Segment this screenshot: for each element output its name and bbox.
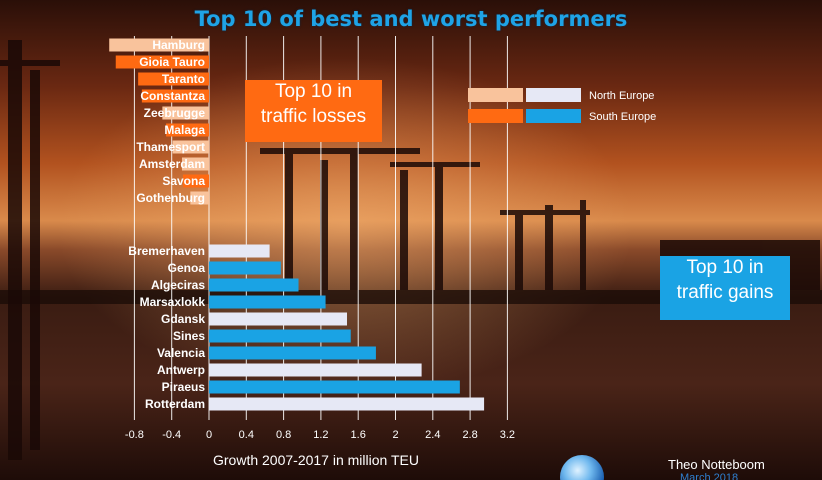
legend-label: North Europe [589,90,654,102]
x-tick-label: 0.4 [239,429,254,441]
legend-label: South Europe [589,111,656,123]
author-date: March 2018 [680,472,739,480]
x-tick-label: 2.8 [462,429,477,441]
loss-bar [138,72,209,86]
gain-bar [209,278,299,292]
port-label: Zeebrugge [144,106,206,120]
port-label: Marsaxlokk [140,295,206,309]
port-label: Savona [162,174,205,188]
loss-bar [162,106,209,120]
legend-swatch-gain [526,88,581,102]
callout-traffic-gains: Top 10 in traffic gains [660,256,790,320]
loss-bar [190,191,209,205]
gain-bar [209,244,270,258]
legend-swatch-loss [468,88,523,102]
gain-bar [209,380,460,394]
callout-gains-line-1: Top 10 in [686,257,764,278]
loss-bar [115,55,209,69]
callout-losses-line-1: Top 10 in [274,81,353,102]
x-tick-label: 3.2 [500,429,515,441]
gain-bar [209,363,422,377]
port-label: Amsterdam [139,157,205,171]
loss-bar [166,123,209,137]
port-label: Hamburg [152,38,205,52]
port-label: Valencia [157,346,205,360]
x-tick-label: -0.8 [125,429,144,441]
port-label: Sines [173,329,205,343]
x-tick-label: 1.6 [351,429,366,441]
callout-traffic-losses: Top 10 in traffic losses [245,80,382,142]
gain-bar [209,346,376,360]
port-label: Gothenburg [136,191,205,205]
port-label: Genoa [168,261,206,275]
port-label: Thamesport [136,140,205,154]
x-axis-label: Growth 2007-2017 in million TEU [213,452,419,468]
x-tick-label: 1.2 [313,429,328,441]
x-tick-label: 2.4 [425,429,440,441]
x-tick-label: 0 [206,429,212,441]
port-label: Rotterdam [145,397,205,411]
port-label: Taranto [162,72,205,86]
x-tick-label: 2 [392,429,398,441]
x-tick-label: 0.8 [276,429,291,441]
port-label: Constantza [140,89,205,103]
port-label: Gioia Tauro [139,55,205,69]
loss-bar [172,140,209,154]
x-tick-label: -0.4 [162,429,181,441]
gain-bar [209,261,281,275]
gain-bar [209,329,351,343]
callout-gains-line-2: traffic gains [676,281,774,303]
loss-bar [182,174,209,188]
legend-swatch-gain [526,109,581,123]
chart-title: Top 10 of best and worst performers [194,7,628,31]
port-label: Piraeus [162,380,206,394]
port-label: Gdansk [161,312,205,326]
loss-bar [181,157,209,171]
port-label: Antwerp [157,363,205,377]
legend-swatch-loss [468,109,523,123]
gain-bar [209,295,326,309]
port-label: Malaga [164,123,205,137]
author-name: Theo Notteboom [668,457,765,472]
callout-losses-line-2: traffic losses [260,105,367,127]
port-label: Algeciras [151,278,205,292]
gain-bar [209,397,485,411]
gain-bar [209,312,348,326]
loss-bar [109,38,209,52]
loss-bar [141,89,209,103]
port-label: Bremerhaven [128,244,205,258]
